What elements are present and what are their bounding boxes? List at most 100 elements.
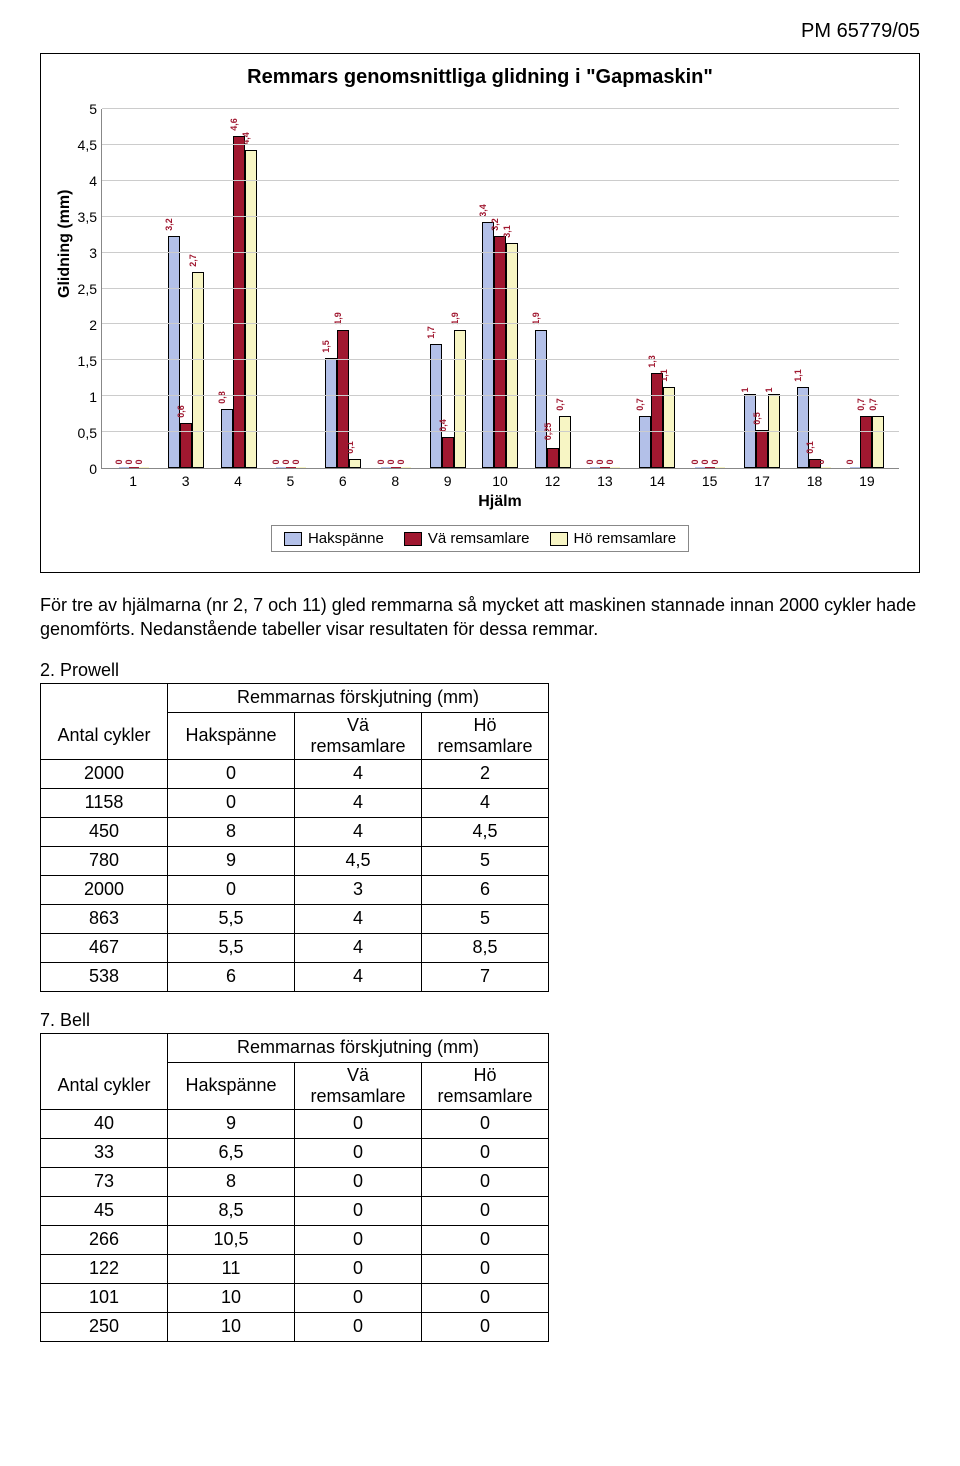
bar-value-label: 0 xyxy=(710,459,720,464)
table-cell: 5,5 xyxy=(168,904,295,933)
bar: 0 xyxy=(276,467,286,468)
bar: 4,6 xyxy=(233,136,245,468)
x-tick-label: 10 xyxy=(474,473,526,489)
y-tick: 4 xyxy=(89,173,97,189)
legend-label: Hakspänne xyxy=(308,530,384,547)
table-row: 450844,5 xyxy=(41,817,549,846)
legend-swatch xyxy=(284,532,302,546)
table-cell: 0 xyxy=(295,1196,422,1225)
table-row: 336,500 xyxy=(41,1138,549,1167)
table-col-header: Höremsamlare xyxy=(422,1062,549,1109)
bar-value-label: 0 xyxy=(595,459,605,464)
y-tick: 0,5 xyxy=(78,425,97,441)
bar-value-label: 0,7 xyxy=(868,398,878,411)
table-cell: 266 xyxy=(41,1225,168,1254)
table-col-header: Antal cykler xyxy=(41,1062,168,1109)
bar: 4,4 xyxy=(245,150,257,468)
table-row: 458,500 xyxy=(41,1196,549,1225)
bar-value-label: 0,7 xyxy=(856,398,866,411)
bar: 0,6 xyxy=(180,423,192,468)
table-row: 1221100 xyxy=(41,1254,549,1283)
bar: 0,1 xyxy=(349,459,361,468)
table-head-merged: Remmarnas förskjutning (mm) xyxy=(168,683,549,712)
table-row: 1158044 xyxy=(41,788,549,817)
bar-value-label: 3,1 xyxy=(502,226,512,239)
gridline xyxy=(102,108,899,109)
table-row: 2000036 xyxy=(41,875,549,904)
x-axis-labels: 13456891012131415171819 xyxy=(101,469,899,489)
bar-group: 000 xyxy=(684,109,736,468)
table-row: 2000042 xyxy=(41,759,549,788)
legend-swatch xyxy=(550,532,568,546)
bar: 1,9 xyxy=(454,330,466,468)
y-axis: 00,511,522,533,544,55 xyxy=(61,109,101,469)
table-cell: 4,5 xyxy=(295,846,422,875)
legend-item-va: Vä remsamlare xyxy=(404,530,530,547)
bar-value-label: 2,7 xyxy=(188,254,198,267)
y-tick: 1,5 xyxy=(78,353,97,369)
bar-value-label: 0 xyxy=(271,459,281,464)
bar: 0,7 xyxy=(860,416,872,468)
bar-groups: 0003,20,62,70,84,64,40001,51,90,10001,70… xyxy=(102,109,899,468)
table-row: 8635,545 xyxy=(41,904,549,933)
x-tick-label: 8 xyxy=(369,473,421,489)
gridline xyxy=(102,431,899,432)
legend-label: Vä remsamlare xyxy=(428,530,530,547)
bar-value-label: 4,6 xyxy=(229,118,239,131)
table-cell: 9 xyxy=(168,1109,295,1138)
table-cell: 0 xyxy=(422,1138,549,1167)
bar: 1,7 xyxy=(430,344,442,468)
bar-group: 10,51 xyxy=(736,109,788,468)
table-cell: 6,5 xyxy=(168,1138,295,1167)
bar: 0 xyxy=(286,467,296,468)
x-tick-label: 9 xyxy=(421,473,473,489)
table-cell: 0 xyxy=(295,1312,422,1341)
table-cell: 7 xyxy=(422,962,549,991)
bar-value-label: 0 xyxy=(585,459,595,464)
bar-value-label: 0 xyxy=(386,459,396,464)
legend-item-ho: Hö remsamlare xyxy=(550,530,677,547)
y-tick: 0 xyxy=(89,461,97,477)
x-tick-label: 6 xyxy=(317,473,369,489)
bar-value-label: 0 xyxy=(134,459,144,464)
bar: 1,1 xyxy=(663,387,675,468)
bar: 1,1 xyxy=(797,387,809,468)
table-cell: 0 xyxy=(422,1196,549,1225)
x-tick-label: 13 xyxy=(579,473,631,489)
bar-value-label: 3,2 xyxy=(164,218,174,231)
bar: 1,5 xyxy=(325,358,337,468)
table-col-header: Hakspänne xyxy=(168,712,295,759)
bar-group: 1,51,90,1 xyxy=(317,109,369,468)
table-cell: 0 xyxy=(168,759,295,788)
bar-group: 000 xyxy=(265,109,317,468)
table-row: 4675,548,5 xyxy=(41,933,549,962)
y-tick: 5 xyxy=(89,101,97,117)
table-cell: 8,5 xyxy=(168,1196,295,1225)
table-cell: 40 xyxy=(41,1109,168,1138)
table-cell: 10 xyxy=(168,1283,295,1312)
bar: 0,5 xyxy=(756,430,768,468)
gridline xyxy=(102,180,899,181)
table-cell: 4 xyxy=(295,759,422,788)
table-cell: 0 xyxy=(422,1283,549,1312)
bar-value-label: 0,7 xyxy=(635,398,645,411)
x-tick-label: 14 xyxy=(631,473,683,489)
table-cell: 122 xyxy=(41,1254,168,1283)
bar-value-label: 0 xyxy=(124,459,134,464)
table-cell: 0 xyxy=(168,788,295,817)
table-col-header: Antal cykler xyxy=(41,712,168,759)
gridline xyxy=(102,288,899,289)
bar: 1,3 xyxy=(651,373,663,468)
table-cell: 0 xyxy=(295,1167,422,1196)
bar: 3,1 xyxy=(506,243,518,468)
bar: 2,7 xyxy=(192,272,204,468)
x-tick-label: 5 xyxy=(264,473,316,489)
bar: 0,25 xyxy=(547,448,559,468)
chart-title: Remmars genomsnittliga glidning i "Gapma… xyxy=(61,66,899,89)
bar: 0 xyxy=(821,467,831,468)
bar-value-label: 1,1 xyxy=(659,369,669,382)
table-cell: 5 xyxy=(422,904,549,933)
bar: 0 xyxy=(381,467,391,468)
y-tick: 4,5 xyxy=(78,137,97,153)
gridline xyxy=(102,144,899,145)
